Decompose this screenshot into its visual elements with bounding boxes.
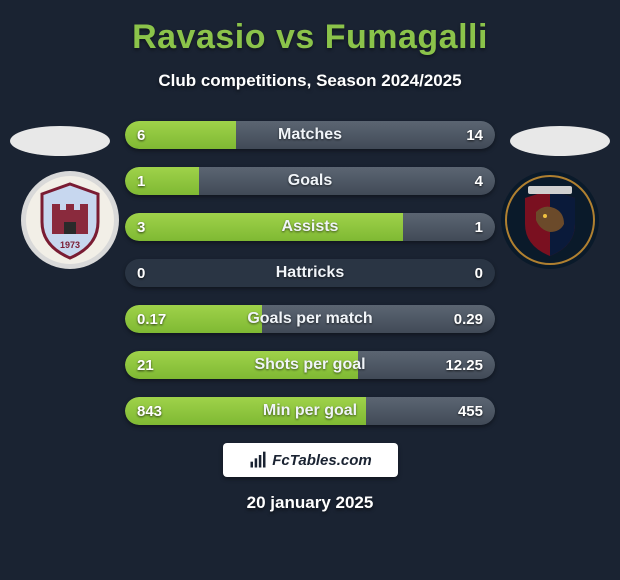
stat-row: 14Goals bbox=[125, 167, 495, 195]
club-crest-left: 1973 bbox=[20, 170, 120, 270]
comparison-card: Ravasio vs Fumagalli Club competitions, … bbox=[0, 0, 620, 580]
shield-icon bbox=[500, 170, 600, 270]
chart-icon bbox=[248, 450, 268, 470]
stat-row: 2112.25Shots per goal bbox=[125, 351, 495, 379]
stat-label: Shots per goal bbox=[125, 351, 495, 379]
stat-label: Min per goal bbox=[125, 397, 495, 425]
stat-label: Goals per match bbox=[125, 305, 495, 333]
footer-date: 20 january 2025 bbox=[0, 493, 620, 513]
stat-label: Hattricks bbox=[125, 259, 495, 287]
stat-row: 614Matches bbox=[125, 121, 495, 149]
page-subtitle: Club competitions, Season 2024/2025 bbox=[0, 71, 620, 91]
shield-icon: 1973 bbox=[20, 170, 120, 270]
crest-year: 1973 bbox=[60, 240, 80, 250]
stat-row: 00Hattricks bbox=[125, 259, 495, 287]
stats-bars: 614Matches 14Goals 31Assists 00Hattricks 0.1… bbox=[125, 121, 495, 425]
player-head-right bbox=[510, 126, 610, 156]
stat-label: Assists bbox=[125, 213, 495, 241]
player-head-left bbox=[10, 126, 110, 156]
brand-text: FcTables.com bbox=[272, 452, 371, 469]
stat-row: 31Assists bbox=[125, 213, 495, 241]
stat-row: 843455Min per goal bbox=[125, 397, 495, 425]
club-crest-right bbox=[500, 170, 600, 270]
stat-label: Goals bbox=[125, 167, 495, 195]
page-title: Ravasio vs Fumagalli bbox=[0, 18, 620, 57]
stat-row: 0.170.29Goals per match bbox=[125, 305, 495, 333]
brand-badge: FcTables.com bbox=[223, 443, 398, 477]
stat-label: Matches bbox=[125, 121, 495, 149]
